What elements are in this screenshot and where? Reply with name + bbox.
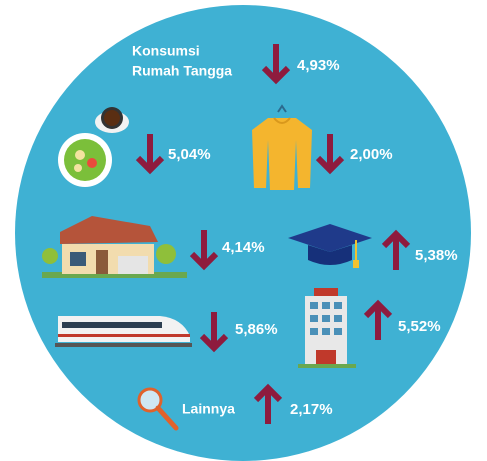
percent-change: 4,14% xyxy=(222,239,265,256)
header-line: Konsumsi xyxy=(132,43,200,59)
header-line: Rumah Tangga xyxy=(132,63,232,79)
page: {"header": {"lines": ["Konsumsi", "Rumah… xyxy=(0,0,487,461)
percent-change: 5,04% xyxy=(168,146,211,163)
percent-change: 5,52% xyxy=(398,318,441,335)
percent-change: 2,17% xyxy=(290,401,333,418)
infographic: Konsumsi Rumah Tangga 4,93% 5,04% 2,00% 4,1… xyxy=(0,0,487,461)
percent-change: 4,93% xyxy=(297,57,340,74)
item-label: Lainnya xyxy=(182,401,235,417)
percent-change: 5,38% xyxy=(415,247,458,264)
percent-change: 2,00% xyxy=(350,146,393,163)
percent-change: 5,86% xyxy=(235,321,278,338)
